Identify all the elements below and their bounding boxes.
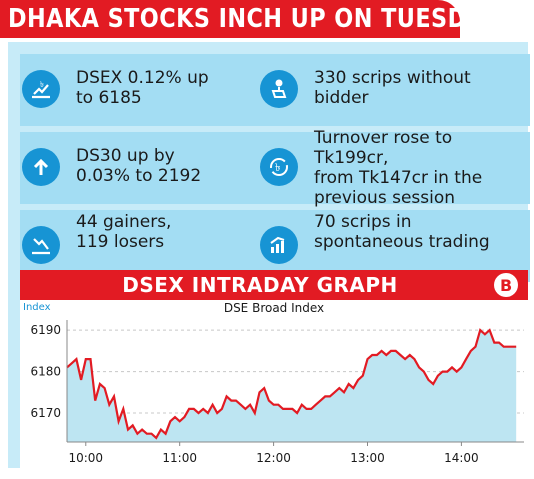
stat-gainers: 44 gainers, 119 losers bbox=[76, 212, 172, 252]
cycle-taka-icon: ৳ bbox=[260, 148, 298, 186]
headline: DHAKA STOCKS INCH UP ON TUESDAY bbox=[8, 4, 499, 34]
stat-spontaneous: 70 scrips in spontaneous trading bbox=[314, 212, 490, 252]
x-tick-label: 10:00 bbox=[68, 451, 103, 465]
stat-ds30: DS30 up by 0.03% to 2192 bbox=[76, 146, 202, 186]
x-tick-label: 12:00 bbox=[256, 451, 291, 465]
svg-text:৳: ৳ bbox=[40, 80, 44, 89]
stat-turnover: Turnover rose to Tk199cr, from Tk147cr i… bbox=[314, 128, 483, 208]
headline-banner: DHAKA STOCKS INCH UP ON TUESDAY bbox=[0, 0, 498, 38]
series-line bbox=[66, 328, 517, 440]
y-tick-label: 6170 bbox=[30, 406, 61, 420]
bar-chart-up-icon bbox=[260, 226, 298, 264]
x-tick-label: 14:00 bbox=[444, 451, 479, 465]
hand-gavel-icon bbox=[260, 70, 298, 108]
arrow-up-icon bbox=[22, 148, 60, 186]
x-tick-label: 11:00 bbox=[162, 451, 197, 465]
y-axis-label: Index bbox=[23, 302, 51, 313]
chart-subtitle: DSE Broad Index bbox=[224, 301, 324, 315]
chart-down-icon bbox=[22, 226, 60, 264]
stat-card-turnover bbox=[258, 132, 530, 204]
chart-header: DSEX INTRADAY GRAPH B bbox=[20, 270, 528, 300]
svg-text:B: B bbox=[500, 276, 512, 295]
chart-up-taka-icon: ৳ bbox=[22, 70, 60, 108]
svg-text:৳: ৳ bbox=[275, 161, 280, 174]
stat-card-dsex bbox=[20, 54, 278, 126]
chart-plot: Index DSE Broad Index 6170 6180 6190 10:00 11:… bbox=[23, 301, 524, 465]
stat-dsex: DSEX 0.12% up to 6185 bbox=[76, 68, 209, 108]
stat-no-bidder: 330 scrips without bidder bbox=[314, 68, 471, 108]
stat-card-ds30 bbox=[20, 132, 278, 204]
stats-panel: ৳ DSEX 0.12% up to 6185 330 scrips witho… bbox=[8, 42, 530, 468]
chart-title: DSEX INTRADAY GRAPH bbox=[122, 273, 398, 297]
brand-logo: B bbox=[494, 273, 518, 297]
y-tick-label: 6190 bbox=[30, 323, 61, 337]
series-area bbox=[67, 330, 517, 442]
stat-card-no-bidder bbox=[258, 54, 530, 126]
y-tick-label: 6180 bbox=[30, 365, 61, 379]
intraday-chart: DSEX INTRADAY GRAPH B Index DSE Broad Ind… bbox=[20, 270, 528, 470]
x-tick-label: 13:00 bbox=[350, 451, 385, 465]
